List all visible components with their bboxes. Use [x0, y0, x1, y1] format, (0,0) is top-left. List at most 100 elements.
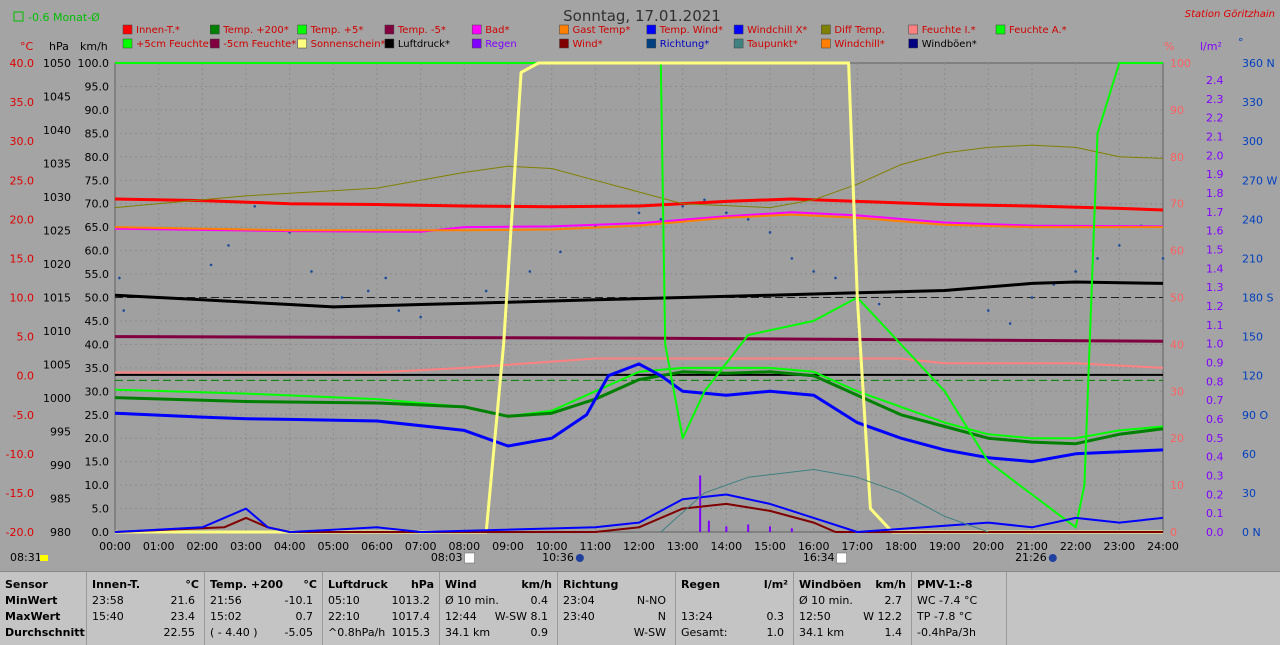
series-line [114, 335, 1164, 343]
wind-tick: 85.0 [85, 127, 110, 140]
toggle-checkbox[interactable] [13, 11, 24, 22]
direction-point [340, 296, 344, 299]
legend-label: Innen-T.* [136, 25, 180, 36]
stat-time: ( - 4.40 ) [210, 626, 258, 639]
humidity-tick: 80 [1170, 151, 1184, 164]
rain-tick: 2.1 [1206, 131, 1224, 144]
direction-point [484, 289, 488, 293]
direction-point [681, 205, 684, 208]
stat-row-avg: -0.4hPa/3h [917, 626, 1001, 642]
stat-time: 23:58 [92, 594, 124, 607]
rain-tick: 1.7 [1206, 206, 1224, 219]
legend-label: Feuchte I.* [922, 25, 976, 36]
stat-value: 1015.3 [391, 626, 431, 639]
chart-header: -0.6 Monat-Ø Sonntag, 17.01.2021 Station… [13, 7, 1275, 25]
series-line [114, 493, 1164, 533]
rain-tick: 1.1 [1206, 319, 1224, 332]
wind-axis-unit: km/h [80, 40, 108, 53]
chart-title: Sonntag, 17.01.2021 [563, 7, 721, 25]
time-tick: 06:00 [361, 540, 393, 553]
legend-label: Windchill* [834, 39, 884, 50]
direction-point [703, 198, 706, 202]
direction-tick: 60 [1242, 448, 1256, 461]
stat-name: Luftdruck [328, 578, 388, 591]
wind-tick: 80.0 [85, 151, 110, 164]
event-label: 16:34 [803, 551, 835, 564]
pressure-tick: 1010 [43, 325, 71, 338]
row-label-min: MinWert [5, 594, 81, 610]
legend-swatch [122, 24, 133, 35]
time-tick: 14:00 [710, 540, 742, 553]
direction-tick: 180 S [1242, 292, 1273, 305]
legend-swatch [821, 38, 831, 49]
humidity-tick: 20 [1170, 432, 1184, 445]
time-tick: 04:00 [274, 540, 306, 553]
stat-name: PMV-1:-8 [917, 578, 973, 591]
legend-label: Wind* [573, 39, 603, 50]
stat-unit: l/m² [763, 578, 788, 591]
time-tick: 09:00 [492, 540, 524, 553]
stat-column: Innen-T. °C 23:58 21.6 15:40 23.4 22.55 [87, 572, 205, 645]
stat-value: -10.1 [284, 594, 313, 607]
stat-name: Regen [681, 578, 721, 591]
legend-swatch [384, 24, 395, 35]
event-label: 21:26 [1015, 551, 1047, 564]
time-tick: 15:00 [754, 540, 786, 553]
stat-value: 0.9 [530, 626, 549, 639]
stat-time: 21:56 [210, 594, 242, 607]
row-label-avg: Durchschnitt [5, 626, 85, 642]
row-labels-column: Sensor MinWert MaxWert Durchschnitt [0, 572, 87, 645]
direction-tick: 300 [1242, 135, 1263, 148]
rain-tick: 0.4 [1206, 451, 1224, 464]
stat-row-max: 15:40 23.4 [92, 610, 199, 626]
wind-tick: 70.0 [85, 198, 110, 211]
rain-tick: 2.4 [1206, 74, 1224, 87]
stat-name: Richtung [563, 578, 619, 591]
pressure-tick: 1000 [43, 392, 71, 405]
direction-point [419, 315, 422, 319]
legend-swatch [646, 24, 657, 35]
rain-tick: 1.4 [1206, 262, 1224, 275]
rain-tick: 0.5 [1206, 432, 1224, 445]
direction-point [1030, 296, 1034, 299]
series-line [114, 280, 1164, 309]
stat-column: Windböen km/h Ø 10 min. 2.7 12:50 W 12.2 34.1 … [794, 572, 912, 645]
stat-time: 15:02 [210, 610, 242, 623]
stat-name: Innen-T. [92, 578, 141, 591]
stat-value: 0.3 [766, 610, 785, 623]
direction-point [528, 270, 532, 273]
direction-point [1074, 270, 1077, 273]
time-tick: 21:00 [1016, 540, 1048, 553]
stat-unit: km/h [875, 578, 906, 591]
stat-column: Regen l/m² 13:24 0.3 Gesamt: 1.0 [676, 572, 794, 645]
humidity-tick: 60 [1170, 245, 1184, 258]
wind-tick: 45.0 [85, 315, 110, 328]
stat-time: 12:50 [799, 610, 831, 623]
wind-tick: 95.0 [85, 80, 110, 93]
stat-row-min: 23:04 N-NO [563, 594, 670, 610]
row-label: Sensor [5, 578, 48, 591]
stat-row-min: Ø 10 min. 2.7 [799, 594, 906, 610]
stat-value: N-NO [636, 594, 666, 607]
series-line [114, 362, 1164, 464]
time-tick: 07:00 [405, 540, 437, 553]
station-name: Station Göritzhain [1185, 9, 1275, 20]
rain-tick: 2.3 [1206, 93, 1224, 106]
legend-swatch [908, 38, 918, 49]
stat-column: Richtung 23:04 N-NO 23:40 N W-SW [558, 572, 676, 645]
row-label-max: MaxWert [5, 610, 81, 626]
stat-value [681, 594, 788, 610]
legend-label: Temp. +5* [310, 25, 364, 36]
humidity-tick: 30 [1170, 385, 1184, 398]
legend-swatch [821, 24, 831, 35]
direction-tick: 90 O [1242, 409, 1268, 422]
direction-point [253, 205, 257, 208]
series-line [660, 469, 989, 533]
legend: Innen-T.* Temp. +200* Temp. +5* Temp. -5* Ba… [122, 24, 1067, 50]
toggle-label[interactable]: -0.6 Monat-Ø [28, 11, 100, 24]
direction-point [987, 309, 990, 312]
time-tick: 16:00 [798, 540, 830, 553]
humidity-tick: 50 [1170, 292, 1184, 305]
row-label-sensor: Sensor [5, 578, 81, 594]
time-tick: 18:00 [885, 540, 917, 553]
